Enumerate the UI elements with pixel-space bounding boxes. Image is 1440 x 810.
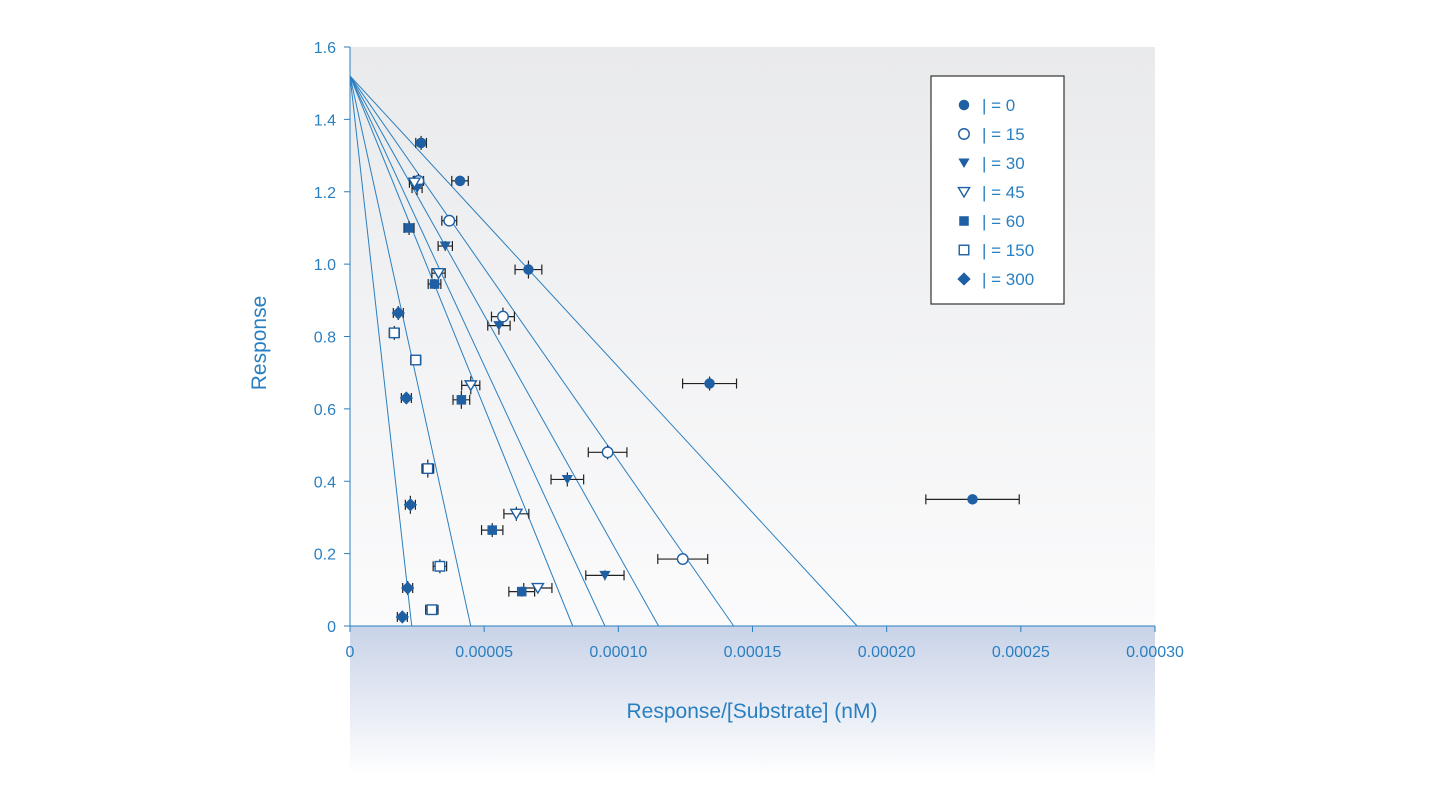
x-tick-label: 0.00005 — [455, 644, 513, 661]
x-tick-label: 0.00010 — [589, 644, 647, 661]
data-point — [403, 498, 418, 512]
y-tick-label: 0.2 — [314, 547, 336, 564]
y-ticks: 0 0.2 0.4 0.6 0.8 1.0 1.2 1.4 1.6 — [314, 40, 350, 636]
data-point — [516, 586, 527, 597]
y-tick-label: 1.2 — [314, 185, 336, 202]
legend-label: | = 300 — [982, 270, 1034, 289]
data-point — [404, 223, 414, 233]
legend-marker — [957, 272, 971, 286]
fit-lines — [349, 75, 858, 627]
legend-label: | = 60 — [982, 212, 1025, 231]
data-point — [601, 446, 614, 459]
data-point — [426, 604, 438, 616]
fit-line — [349, 75, 735, 627]
data-point — [443, 214, 456, 227]
y-tick-label: 0.4 — [314, 474, 336, 491]
data-point — [429, 279, 440, 289]
x-tick-label: 0.00025 — [992, 644, 1050, 661]
fit-line — [349, 75, 858, 627]
data-point — [967, 494, 978, 505]
data-point — [422, 463, 434, 475]
fit-line — [349, 75, 606, 627]
data-point — [410, 354, 422, 366]
legend-marker — [958, 128, 970, 140]
x-tick-label: 0.00030 — [1126, 644, 1184, 661]
legend-marker — [959, 216, 969, 226]
legend-label: | = 30 — [982, 154, 1025, 173]
data-point — [676, 553, 689, 566]
data-point — [487, 525, 497, 535]
legend-marker — [957, 186, 971, 199]
data-point — [434, 560, 446, 572]
data-point — [456, 395, 467, 405]
legend-marker — [958, 158, 970, 169]
legend-label: | = 0 — [982, 96, 1015, 115]
x-tick-label: 0.00015 — [724, 644, 782, 661]
legend-label: | = 15 — [982, 125, 1025, 144]
y-tick-label: 1.0 — [314, 257, 336, 274]
data-point — [463, 380, 478, 392]
x-tick-label: 0 — [346, 644, 355, 661]
data-point — [388, 327, 400, 339]
data-point — [407, 177, 422, 190]
y-tick-label: 0 — [327, 619, 336, 636]
data-point — [415, 137, 427, 149]
legend-label: | = 45 — [982, 183, 1025, 202]
y-tick-label: 1.4 — [314, 112, 336, 129]
data-point — [391, 306, 405, 320]
data-point — [531, 582, 545, 595]
x-ticks: 0 0.00005 0.00010 0.00015 0.00020 0.00025 0.00… — [346, 626, 1184, 661]
data-point — [497, 310, 509, 323]
legend-marker — [958, 244, 970, 256]
data-point — [395, 610, 409, 624]
data-point — [454, 175, 466, 187]
fit-line — [349, 75, 660, 627]
data-point — [599, 570, 611, 581]
data-point — [439, 241, 451, 252]
legend: | = 0 | = 15 | = 30 | = 45 | = 60 | = 150 | = … — [930, 75, 1065, 305]
data-point — [399, 391, 413, 405]
data-point — [509, 508, 524, 521]
data-point — [561, 474, 573, 485]
data-point — [431, 267, 446, 280]
data-point — [401, 581, 415, 595]
legend-label: | = 150 — [982, 241, 1034, 260]
x-axis-band — [350, 626, 1155, 776]
data-points — [388, 137, 978, 624]
fit-line — [349, 75, 472, 627]
data-point — [704, 378, 715, 389]
y-tick-label: 0.8 — [314, 330, 336, 347]
data-point — [493, 321, 505, 331]
y-tick-label: 1.6 — [314, 40, 336, 57]
fit-line — [349, 75, 574, 627]
x-tick-label: 0.00020 — [858, 644, 916, 661]
fit-line — [349, 75, 413, 627]
y-axis-title: Response — [248, 296, 271, 391]
x-axis-title: Response/[Substrate] (nM) — [627, 700, 878, 723]
legend-marker — [958, 99, 970, 111]
y-tick-label: 0.6 — [314, 402, 336, 419]
legend-box — [930, 75, 1065, 305]
data-point — [523, 264, 534, 275]
